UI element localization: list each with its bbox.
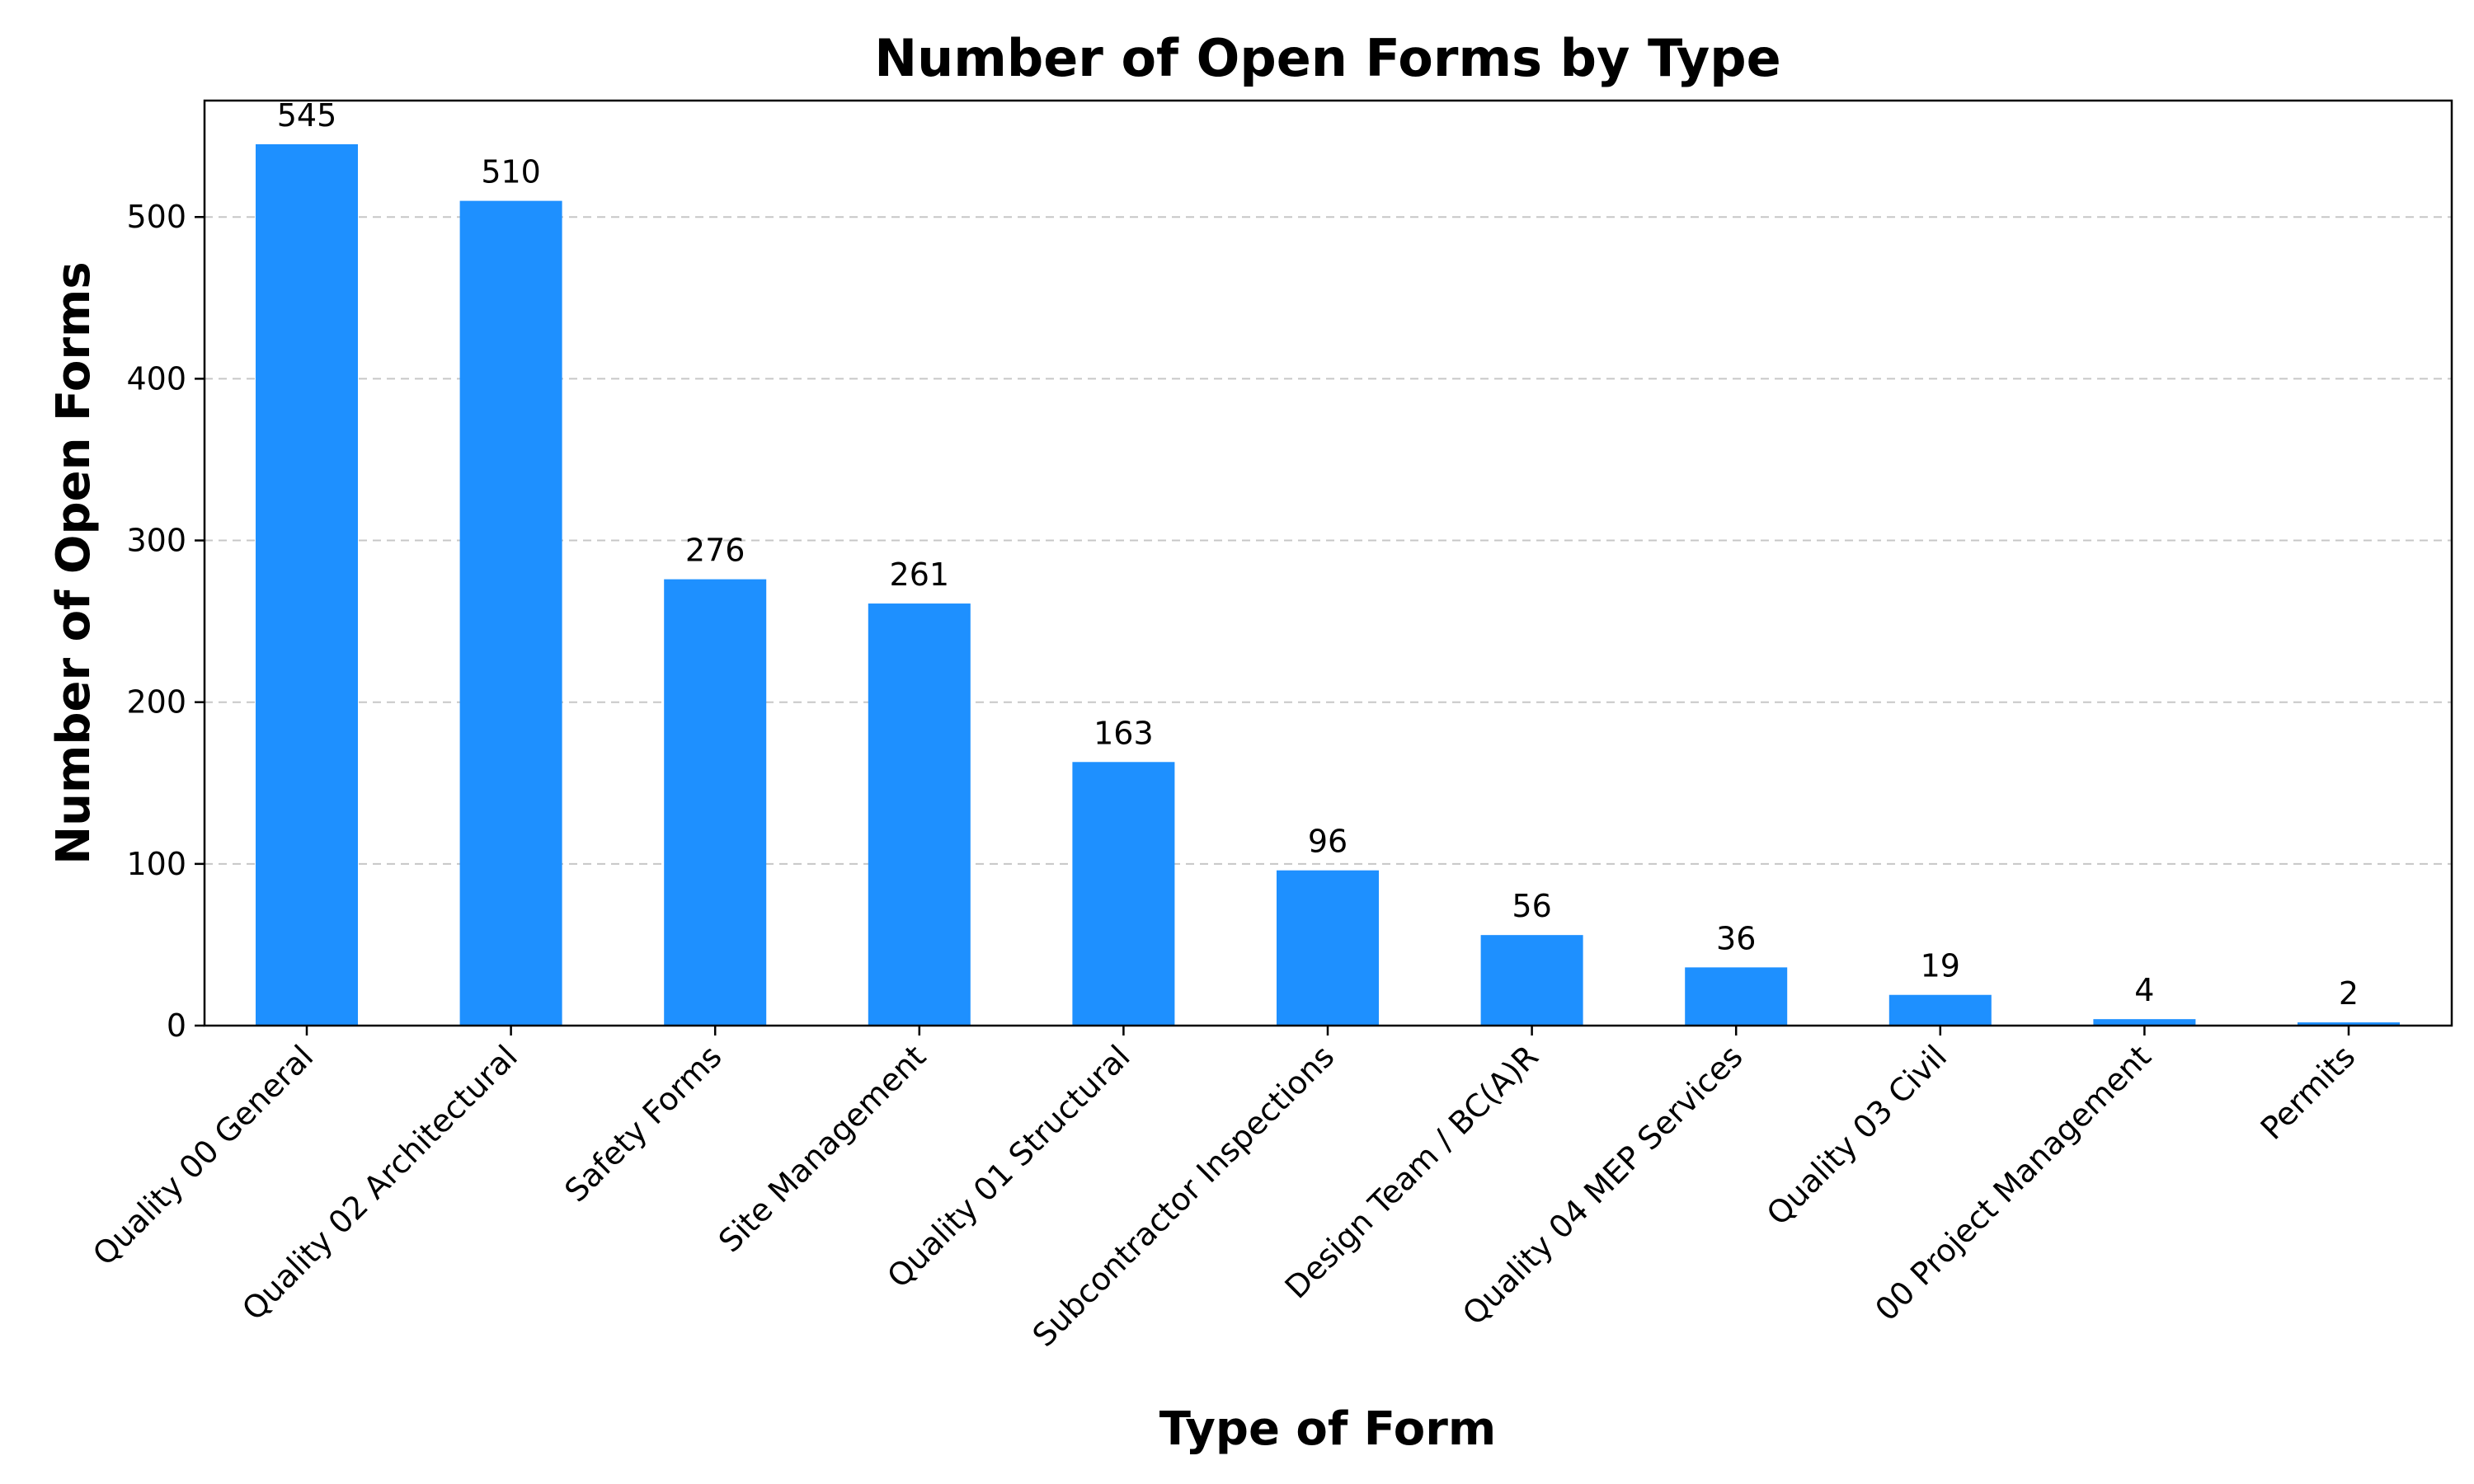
data-label: 96 [1308, 824, 1348, 860]
data-label: 36 [1716, 920, 1756, 956]
bar [1277, 870, 1379, 1026]
bar [2093, 1019, 2196, 1026]
bar [2298, 1022, 2400, 1026]
data-label: 56 [1512, 888, 1551, 924]
data-label: 4 [2134, 972, 2154, 1008]
data-label: 545 [277, 97, 337, 134]
bar [1480, 935, 1583, 1026]
x-tick-label: Site Management [712, 1038, 933, 1259]
data-label: 510 [481, 154, 541, 190]
x-tick-label: Quality 00 General [86, 1038, 320, 1272]
y-tick-label: 400 [126, 360, 186, 397]
bar [868, 603, 971, 1026]
y-tick-label: 200 [126, 684, 186, 721]
bars [256, 143, 2400, 1026]
y-axis: 0 100 200 300 400 500 [126, 199, 205, 1044]
x-tick-label: Permits [2254, 1038, 2363, 1147]
data-labels: 545 510 276 261 163 96 56 36 19 4 2 [277, 97, 2359, 1012]
x-tick-label: Safety Forms [557, 1038, 728, 1209]
chart-title: Number of Open Forms by Type [874, 28, 1781, 88]
y-tick-label: 100 [126, 846, 186, 882]
bar [256, 143, 358, 1026]
y-tick-label: 500 [126, 199, 186, 235]
bar [1685, 967, 1788, 1026]
bar [664, 579, 767, 1026]
data-label: 2 [2339, 975, 2359, 1012]
y-tick-label: 300 [126, 523, 186, 559]
bar [1072, 762, 1175, 1026]
grid-lines [205, 216, 2452, 865]
data-label: 163 [1094, 715, 1154, 751]
x-tick-label: Quality 03 Civil [1760, 1038, 1954, 1232]
data-label: 19 [1921, 948, 1960, 984]
x-axis-label: Type of Form [1159, 1402, 1496, 1456]
bar [1888, 994, 1992, 1026]
bar [459, 200, 562, 1026]
y-tick-label: 0 [167, 1007, 186, 1044]
y-axis-label: Number of Open Forms [47, 261, 101, 864]
data-label: 276 [685, 533, 745, 569]
data-label: 261 [890, 556, 950, 593]
